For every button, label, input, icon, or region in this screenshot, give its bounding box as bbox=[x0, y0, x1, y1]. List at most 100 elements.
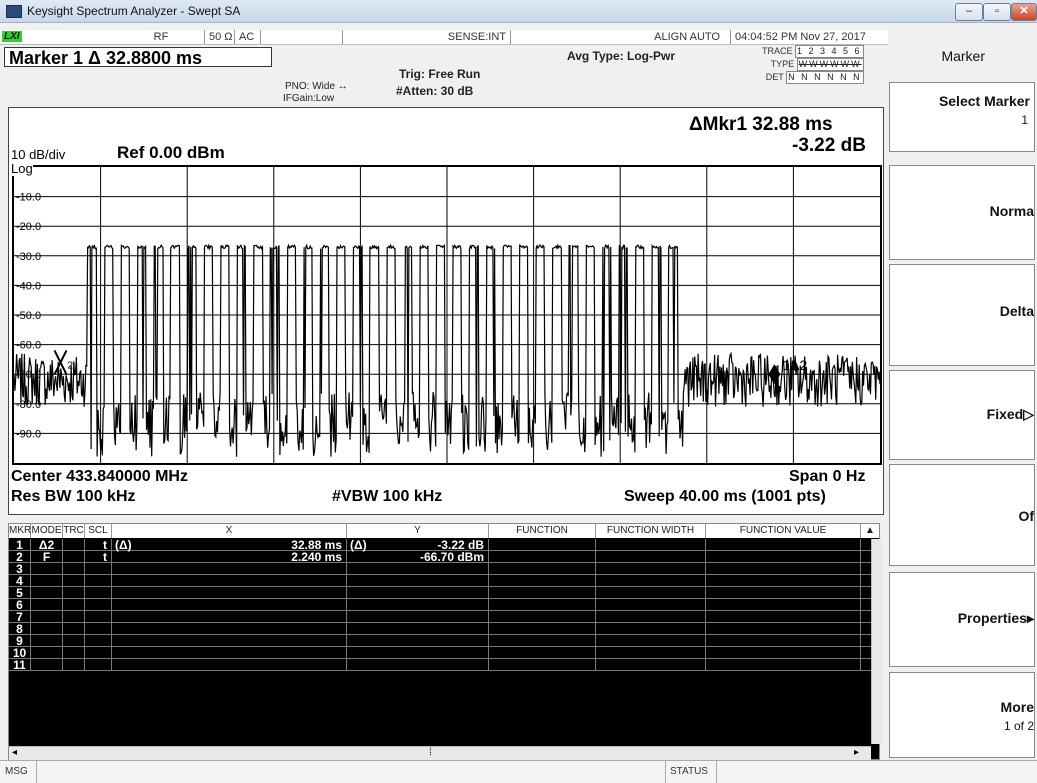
cell-scl bbox=[85, 635, 112, 646]
cell-function-7 bbox=[596, 599, 706, 610]
cell-trc bbox=[63, 539, 85, 550]
cell-mkr: 11 bbox=[9, 659, 31, 671]
scroll-left-icon[interactable]: ◂ bbox=[12, 747, 18, 758]
minimize-button[interactable]: – bbox=[955, 3, 983, 21]
trace-plot-svg: -10.0-20.0-30.0-40.0-50.0-60.0-70.0-80.0… bbox=[14, 167, 880, 463]
res-bw-setting[interactable]: Res BW 100 kHz bbox=[11, 488, 136, 505]
cell-mode: Δ2 bbox=[31, 539, 63, 551]
avg-type-setting: Avg Type: Log-Pwr bbox=[567, 49, 675, 63]
col-mkr: MKR bbox=[9, 524, 32, 538]
marker-row-7[interactable]: 7 bbox=[9, 611, 879, 623]
cell-function-7 bbox=[596, 539, 706, 550]
maximize-button[interactable]: ▫ bbox=[983, 3, 1011, 21]
marker-row-10[interactable]: 10 bbox=[9, 647, 879, 659]
marker-row-4[interactable]: 4 bbox=[9, 575, 879, 587]
bottom-divider-1 bbox=[36, 761, 37, 783]
marker-row-1[interactable]: 1 Δ2 t (Δ) 32.88 ms (Δ) -3.22 dB bbox=[9, 539, 879, 551]
trace-values: 1 2 3 4 5 6 bbox=[795, 45, 864, 58]
cell-function-6 bbox=[489, 539, 596, 550]
y-tick-label: -80.0 bbox=[16, 399, 41, 411]
scroll-right-icon[interactable]: ▸ bbox=[854, 747, 860, 758]
cell-function-7 bbox=[596, 587, 706, 598]
y-tick-label: -30.0 bbox=[16, 251, 41, 263]
cell-function-6 bbox=[489, 611, 596, 622]
sweep-setting[interactable]: Sweep 40.00 ms (1001 pts) bbox=[624, 488, 826, 505]
pno-setting: PNO: Wide ↔ bbox=[285, 81, 348, 92]
vertical-scrollbar[interactable] bbox=[871, 539, 882, 744]
marker-row-3[interactable]: 3 bbox=[9, 563, 879, 575]
trace-label: TRACE bbox=[762, 46, 793, 56]
bottom-divider-2 bbox=[665, 761, 666, 783]
sense-indicator: SENSE:INT bbox=[342, 30, 510, 44]
type-values: WWWWWW bbox=[796, 58, 864, 71]
cell-trc bbox=[63, 659, 85, 670]
y-tick-label: -20.0 bbox=[16, 221, 41, 233]
log-scale-label: Log bbox=[11, 161, 33, 176]
properties-label: Properties▸ bbox=[957, 610, 1034, 626]
align-indicator: ALIGN AUTO bbox=[654, 31, 720, 43]
cell-y bbox=[347, 647, 489, 658]
properties-softkey[interactable]: Properties▸ bbox=[889, 572, 1035, 667]
cell-mkr: 1 bbox=[9, 539, 31, 551]
marker-row-5[interactable]: 5 bbox=[9, 587, 879, 599]
cell-mode bbox=[31, 599, 63, 610]
cell-trc bbox=[63, 623, 85, 634]
cell-y: (Δ) -3.22 dB bbox=[347, 539, 489, 551]
span-setting[interactable]: Span 0 Hz bbox=[789, 468, 866, 485]
datetime-display: 04:04:52 PM Nov 27, 2017 bbox=[730, 30, 888, 44]
marker-row-6[interactable]: 6 bbox=[9, 599, 879, 611]
rf-indicator: RF bbox=[153, 31, 169, 43]
cell-function-7 bbox=[596, 623, 706, 634]
cell-y-value: -66.70 dBm bbox=[419, 550, 484, 564]
bottom-status-bar: MSG STATUS bbox=[0, 760, 1037, 783]
delta-softkey[interactable]: Delta bbox=[889, 264, 1035, 366]
normal-softkey[interactable]: Norma bbox=[889, 165, 1035, 260]
cell-y bbox=[347, 587, 489, 598]
cell-mkr: 7 bbox=[9, 611, 31, 623]
cell-x-prefix: (Δ) bbox=[115, 538, 132, 552]
marker-2-x-icon bbox=[53, 349, 68, 375]
cell-mode bbox=[31, 623, 63, 634]
cell-y: -66.70 dBm bbox=[347, 550, 489, 564]
cell-mkr: 2 bbox=[9, 551, 31, 563]
cell-trc bbox=[63, 635, 85, 646]
horizontal-scrollbar[interactable]: ◂ ⁞ ▸ bbox=[9, 746, 871, 760]
y-tick-label: -50.0 bbox=[16, 310, 41, 322]
strip-empty-2 bbox=[510, 30, 610, 44]
trace-plot[interactable]: -10.0 -20.0 -30.0 -40.0 -50.0 -60.0 -70.0 -80.0… bbox=[12, 165, 882, 465]
delta-label: Delta bbox=[999, 303, 1034, 319]
strip-empty-1 bbox=[260, 30, 342, 44]
center-frequency[interactable]: Center 433.840000 MHz bbox=[11, 468, 188, 485]
cell-mode bbox=[31, 587, 63, 598]
cell-function-6 bbox=[489, 635, 596, 646]
cell-y bbox=[347, 575, 489, 586]
marker-row-8[interactable]: 8 bbox=[9, 623, 879, 635]
marker-1-label: 1Δ2 bbox=[782, 357, 807, 373]
cell-function-8 bbox=[706, 539, 861, 550]
det-label: DET bbox=[765, 72, 784, 82]
fixed-softkey[interactable]: Fixed▷ bbox=[889, 370, 1035, 460]
cell-function-8 bbox=[706, 647, 861, 658]
cell-function-6 bbox=[489, 563, 596, 574]
cell-trc bbox=[63, 551, 85, 562]
more-softkey[interactable]: More 1 of 2 bbox=[889, 672, 1035, 758]
marker-row-9[interactable]: 9 bbox=[9, 635, 879, 647]
delta-marker-value: -3.22 dB bbox=[792, 135, 866, 156]
select-marker-softkey[interactable]: Select Marker 1 bbox=[889, 82, 1035, 152]
marker-row-11[interactable]: 11 bbox=[9, 659, 879, 671]
more-label: More bbox=[1000, 699, 1034, 715]
col-x: X bbox=[112, 524, 347, 538]
normal-label: Norma bbox=[989, 203, 1034, 219]
vbw-setting[interactable]: #VBW 100 kHz bbox=[332, 488, 443, 505]
cell-function-7 bbox=[596, 635, 706, 646]
cell-function-8 bbox=[706, 575, 861, 586]
close-button[interactable]: ✕ bbox=[1011, 3, 1037, 21]
cell-x bbox=[112, 587, 347, 598]
scroll-thumb-icon[interactable]: ⁞ bbox=[429, 747, 432, 758]
cell-scl bbox=[85, 659, 112, 670]
scroll-up-icon[interactable]: ▲ bbox=[865, 525, 875, 536]
cell-y bbox=[347, 659, 489, 670]
off-softkey[interactable]: Of bbox=[889, 464, 1035, 566]
cell-x: (Δ) 32.88 ms bbox=[112, 538, 347, 552]
